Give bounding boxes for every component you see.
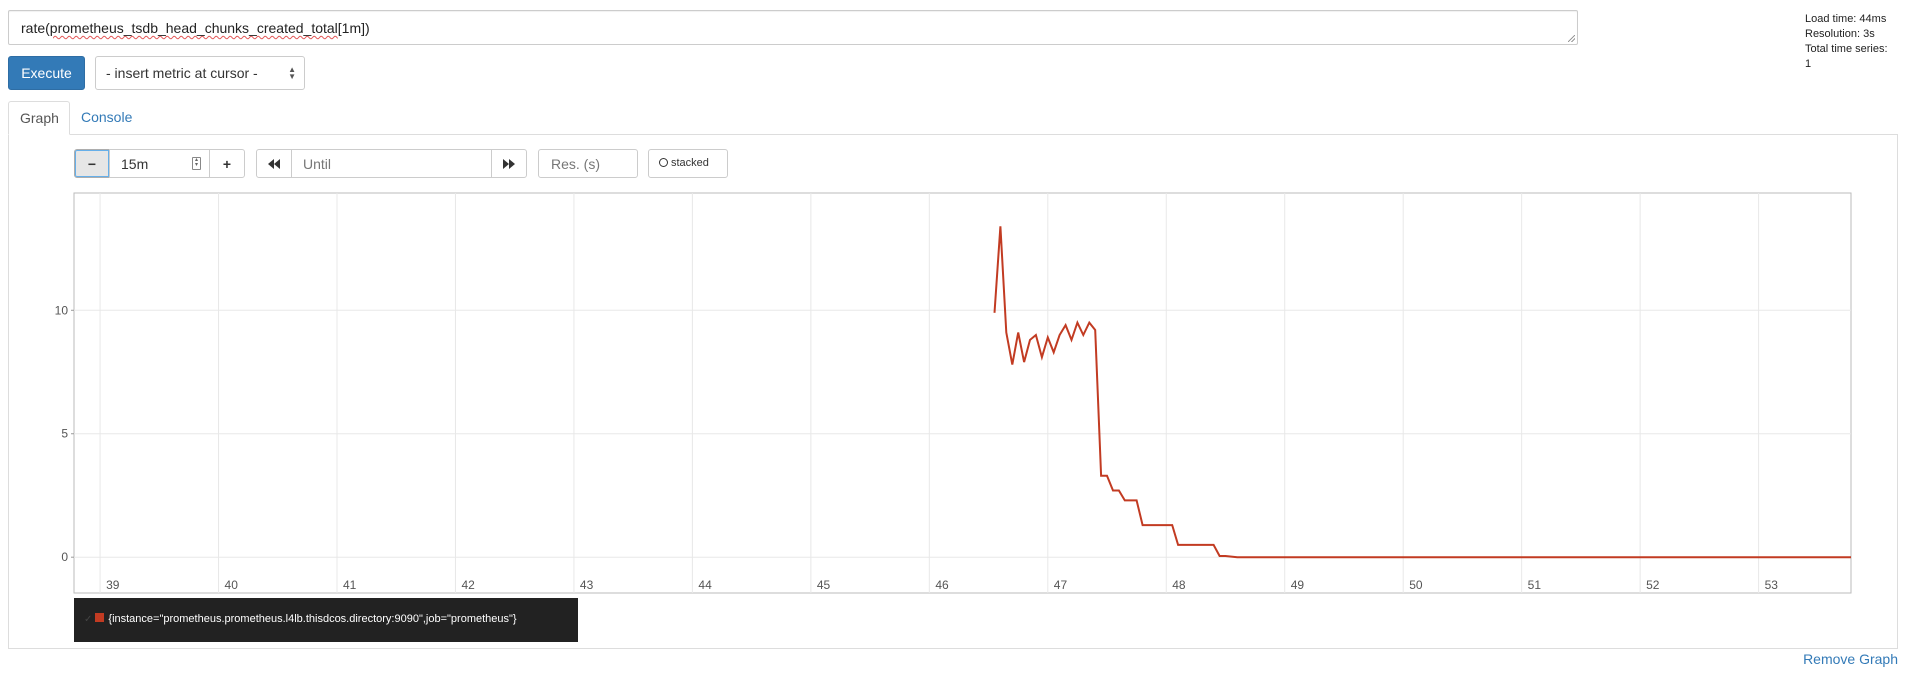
line-chart: 39 40 41 42 43 44 45 46 47 48 49 50 51 52 53 0 5 10 xyxy=(55,192,1852,594)
total-time-series: Total time series: 1 xyxy=(1805,43,1888,70)
step-back-button[interactable] xyxy=(256,149,292,178)
step-forward-icon xyxy=(503,158,515,169)
x-tick-label: 51 xyxy=(1528,578,1542,592)
execute-button[interactable]: Execute xyxy=(8,56,85,90)
graph-panel xyxy=(8,134,1898,649)
insert-metric-select-value: - insert metric at cursor - xyxy=(106,65,258,81)
tab-graph[interactable]: Graph xyxy=(8,101,70,135)
y-tick-label: 5 xyxy=(61,427,68,441)
stacked-label: stacked xyxy=(671,157,709,169)
until-input[interactable]: Until xyxy=(291,149,492,178)
y-tick-label: 10 xyxy=(55,303,69,317)
range-input-value: 15m xyxy=(121,156,149,172)
insert-metric-select[interactable]: - insert metric at cursor - ▲ ▼ xyxy=(95,56,305,90)
expression-suffix: [1m]) xyxy=(337,20,370,36)
expression-input[interactable]: rate(prometheus_tsdb_head_chunks_created… xyxy=(8,10,1578,45)
circle-icon xyxy=(659,158,668,167)
x-tick-label: 53 xyxy=(1765,578,1779,592)
graph-legend: ✓ {instance="prometheus.prometheus.l4lb.t… xyxy=(74,598,578,642)
x-tick-label: 45 xyxy=(817,578,831,592)
x-tick-label: 48 xyxy=(1172,578,1186,592)
increase-range-button[interactable]: + xyxy=(209,149,245,178)
legend-series-label[interactable]: {instance="prometheus.prometheus.l4lb.th… xyxy=(108,613,517,625)
x-tick-label: 50 xyxy=(1409,578,1423,592)
x-tick-label: 47 xyxy=(1054,578,1068,592)
expression-metric: prometheus_tsdb_head_chunks_created_tota… xyxy=(49,20,338,36)
x-tick-label: 41 xyxy=(343,578,357,592)
series-line xyxy=(993,226,1851,559)
x-tick-label: 52 xyxy=(1646,578,1660,592)
x-tick-label: 46 xyxy=(935,578,949,592)
stacked-toggle-button[interactable]: stacked xyxy=(648,149,728,178)
spinner-icon: ▴ ▾ xyxy=(192,157,201,170)
until-placeholder: Until xyxy=(303,156,332,172)
tab-console[interactable]: Console xyxy=(81,109,133,125)
resolution: Resolution: 3s xyxy=(1805,28,1875,40)
step-forward-button[interactable] xyxy=(491,149,527,178)
y-tick-label: 0 xyxy=(61,550,68,564)
decrease-range-button[interactable]: − xyxy=(74,149,110,178)
resolution-input[interactable]: Res. (s) xyxy=(538,149,638,178)
load-time: Load time: 44ms xyxy=(1805,13,1887,25)
series-color-swatch xyxy=(95,613,105,622)
x-tick-label: 40 xyxy=(225,578,239,592)
x-tick-label: 39 xyxy=(106,578,120,592)
select-arrows-icon: ▲ ▼ xyxy=(288,65,296,81)
x-tick-label: 43 xyxy=(580,578,594,592)
x-tick-label: 42 xyxy=(461,578,475,592)
x-tick-label: 44 xyxy=(698,578,712,592)
query-stats: Load time: 44ms Resolution: 3s Total tim… xyxy=(1805,12,1895,72)
resize-handle-icon[interactable] xyxy=(1568,35,1575,42)
x-tick-label: 49 xyxy=(1291,578,1305,592)
checkmark-icon[interactable]: ✓ xyxy=(84,614,93,625)
resolution-placeholder: Res. (s) xyxy=(551,156,600,172)
remove-graph-link[interactable]: Remove Graph xyxy=(1803,651,1898,667)
expression-prefix: rate( xyxy=(21,20,50,36)
plot-area xyxy=(73,192,1852,594)
step-back-icon xyxy=(268,158,280,169)
